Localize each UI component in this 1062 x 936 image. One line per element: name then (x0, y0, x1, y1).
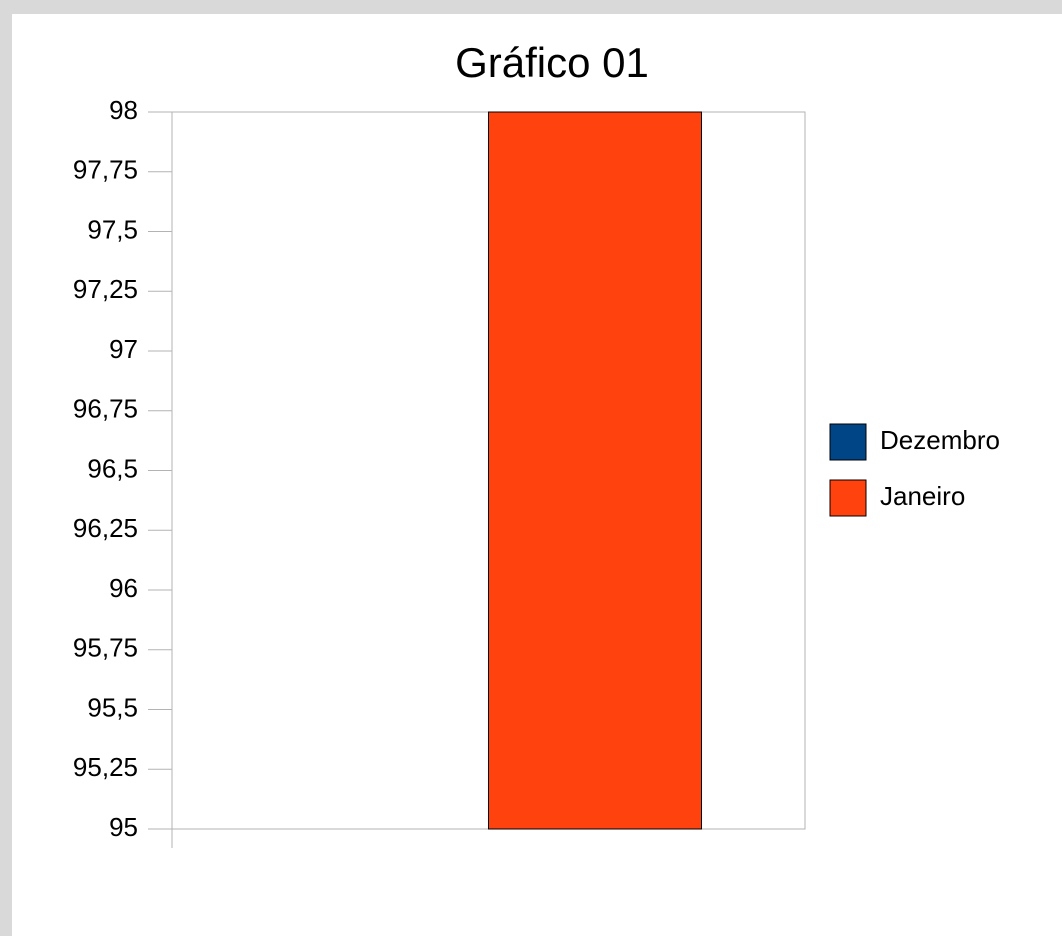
y-tick-label: 95,25 (73, 752, 138, 782)
y-tick-label: 96,5 (87, 453, 138, 483)
chart-title: Gráfico 01 (455, 39, 649, 86)
legend-label: Janeiro (880, 481, 965, 511)
bar (488, 111, 703, 830)
legend-label: Dezembro (880, 425, 1000, 455)
legend-swatch (829, 423, 867, 461)
y-tick-label: 96,25 (73, 513, 138, 543)
y-tick-label: 95,75 (73, 633, 138, 663)
y-tick-label: 96,75 (73, 394, 138, 424)
y-tick-label: 98 (109, 95, 138, 125)
y-tick-label: 97,5 (87, 214, 138, 244)
y-tick-label: 97 (109, 334, 138, 364)
y-tick-label: 97,75 (73, 155, 138, 185)
y-tick-label: 95,5 (87, 692, 138, 722)
legend-swatch (829, 479, 867, 517)
y-tick-label: 97,25 (73, 274, 138, 304)
y-tick-label: 96 (109, 573, 138, 603)
y-tick-label: 95 (109, 812, 138, 842)
